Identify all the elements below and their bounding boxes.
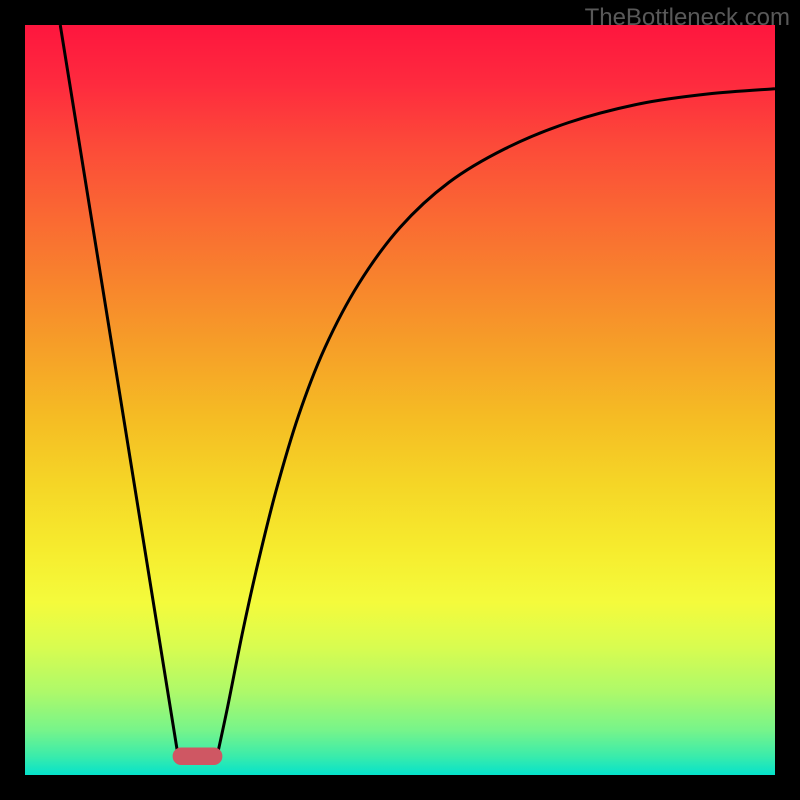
- watermark-text: TheBottleneck.com: [585, 4, 790, 32]
- chart-svg: [0, 0, 800, 800]
- bottleneck-chart: TheBottleneck.com: [0, 0, 800, 800]
- optimal-marker: [173, 748, 222, 765]
- plot-background: [25, 25, 775, 775]
